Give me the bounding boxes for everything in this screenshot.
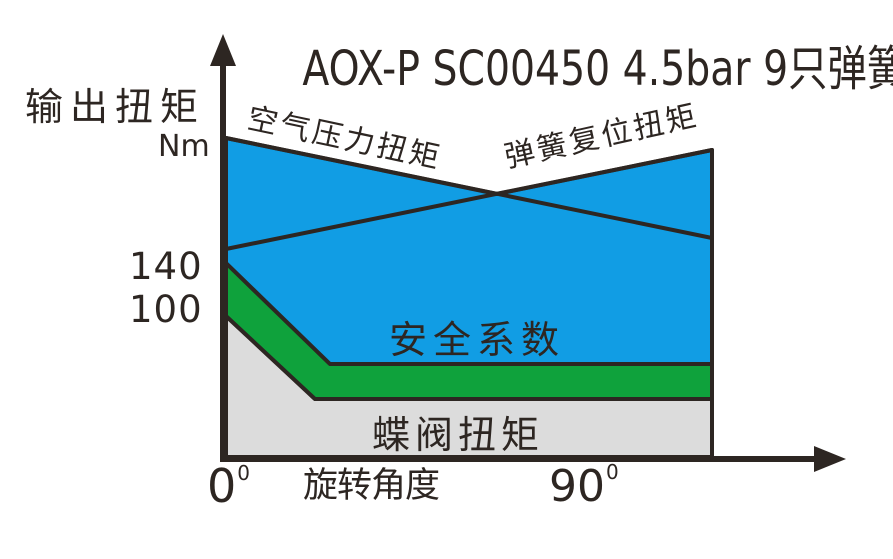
safety-factor-label: 安全系数	[388, 318, 566, 362]
air-pressure-torque-line	[224, 136, 714, 240]
x-tick-0-superscript: 0	[237, 461, 251, 485]
spring-return-torque-line	[224, 148, 714, 251]
chart-title: AOX-P SC00450 4.5bar 9只弹簧	[302, 41, 893, 97]
y-axis-unit: Nm	[158, 129, 210, 164]
y-axis-tick-140: 140	[129, 245, 203, 288]
x-axis-tick-0deg: 00	[207, 463, 250, 509]
x-tick-0-base: 0	[207, 459, 237, 513]
y-axis-tick-100: 100	[129, 288, 203, 331]
x-axis-arrowhead	[814, 446, 846, 472]
valve-torque-label: 蝶阀扭矩	[371, 413, 545, 457]
y-axis-title: 输出扭矩	[25, 85, 206, 129]
x-axis-title: 旋转角度	[303, 466, 440, 506]
x-tick-90-superscript: 0	[606, 460, 619, 484]
x-tick-90-base: 90	[549, 461, 605, 512]
x-axis-tick-90deg: 900	[549, 462, 619, 509]
y-axis-arrowhead	[210, 34, 236, 66]
